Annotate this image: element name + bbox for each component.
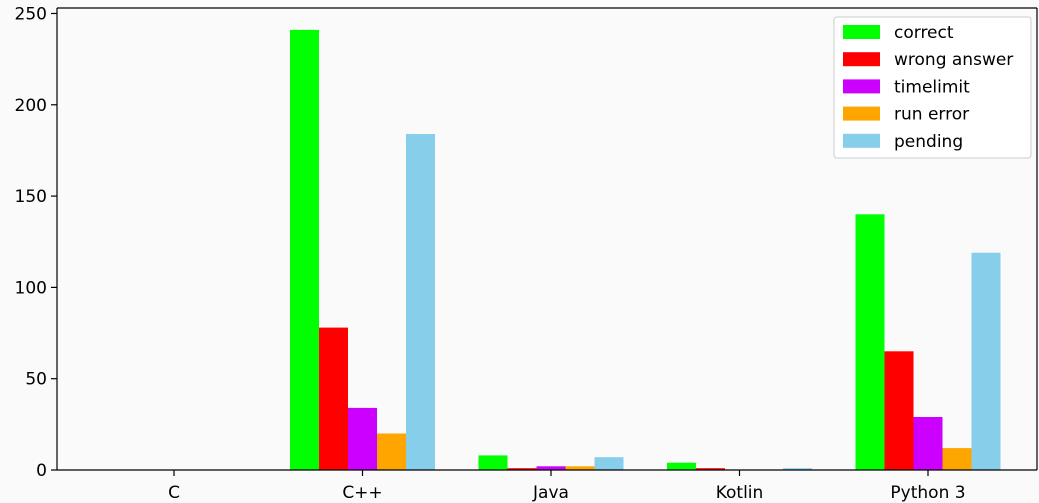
y-tick-label: 150 bbox=[15, 187, 47, 207]
legend-swatch bbox=[843, 79, 880, 94]
bar-pending-python-3 bbox=[971, 252, 1001, 470]
legend-box bbox=[833, 16, 1032, 159]
legend-swatch bbox=[843, 133, 880, 148]
bar-wrong-answer-python-3 bbox=[884, 351, 914, 470]
bar-wrong-answer-c- bbox=[319, 327, 348, 470]
x-tick-label: Java bbox=[532, 483, 569, 503]
y-tick-label: 0 bbox=[36, 461, 47, 481]
bar-pending-c- bbox=[406, 134, 435, 470]
bar-run-error-java bbox=[565, 466, 595, 470]
legend-label: pending bbox=[894, 132, 963, 152]
legend-label: timelimit bbox=[894, 77, 970, 97]
legend-label: wrong answer bbox=[894, 50, 1013, 70]
bar-wrong-answer-java bbox=[507, 468, 537, 470]
bar-correct-kotlin bbox=[667, 462, 696, 470]
bar-wrong-answer-kotlin bbox=[696, 468, 725, 470]
y-tick-label: 100 bbox=[15, 278, 47, 298]
bar-run-error-c- bbox=[377, 433, 406, 470]
y-tick-label: 250 bbox=[15, 4, 47, 24]
y-ticks-group: 0 50 100 150 200 250 bbox=[15, 4, 57, 481]
legend-label: run error bbox=[894, 105, 969, 125]
bar-run-error-python-3 bbox=[942, 448, 972, 470]
bar-correct-python-3 bbox=[855, 214, 885, 470]
x-tick-label: C bbox=[168, 483, 180, 503]
x-tick-label: Python 3 bbox=[890, 483, 965, 503]
bar-pending-kotlin bbox=[783, 468, 812, 470]
bar-timelimit-c- bbox=[348, 407, 377, 470]
legend-swatch bbox=[843, 25, 880, 39]
bar-timelimit-python-3 bbox=[913, 417, 943, 470]
x-tick-label: Kotlin bbox=[716, 483, 764, 503]
bar-correct-c- bbox=[290, 29, 319, 471]
bar-pending-java bbox=[594, 457, 624, 470]
x-tick-label: C++ bbox=[342, 483, 382, 503]
legend-swatch bbox=[843, 106, 880, 121]
x-ticks-group: C C++ Java Kotlin Python 3 bbox=[168, 470, 966, 503]
legend: correct wrong answer timelimit run error pen… bbox=[833, 16, 1032, 159]
bar-timelimit-java bbox=[536, 466, 566, 470]
y-tick-label: 200 bbox=[15, 96, 47, 116]
legend-label: correct bbox=[894, 23, 954, 43]
bar-correct-java bbox=[478, 455, 508, 470]
bars-group bbox=[290, 29, 1001, 471]
legend-swatch bbox=[843, 52, 880, 67]
axes-group bbox=[56, 7, 1038, 471]
y-tick-label: 50 bbox=[25, 370, 47, 390]
